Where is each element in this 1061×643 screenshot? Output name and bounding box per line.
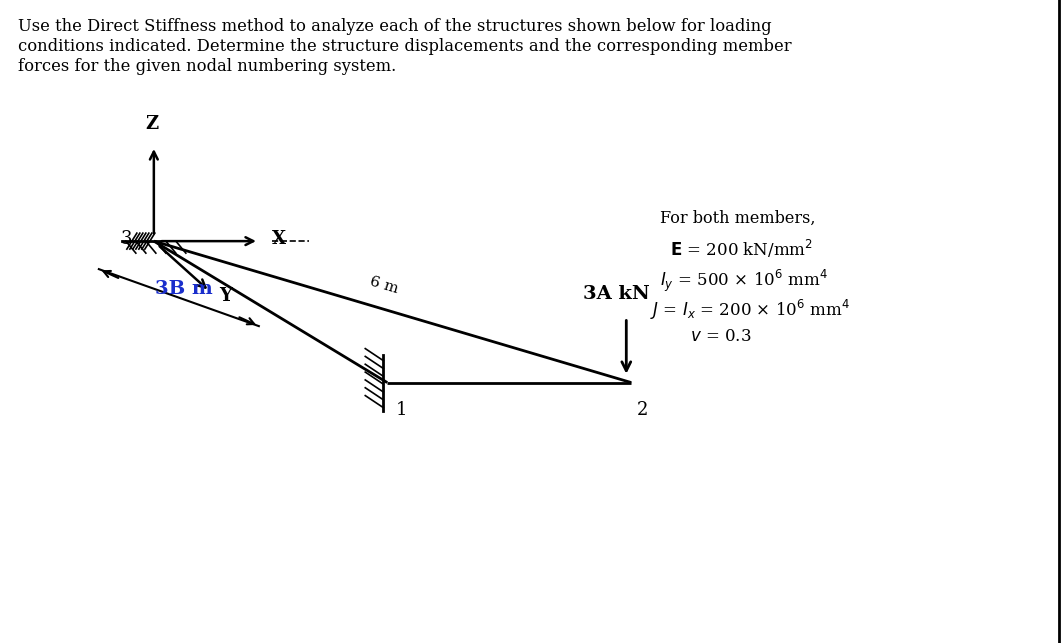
Text: forces for the given nodal numbering system.: forces for the given nodal numbering sys… bbox=[18, 58, 396, 75]
Text: Y: Y bbox=[220, 287, 232, 305]
Text: $v$ = 0.3: $v$ = 0.3 bbox=[690, 328, 751, 345]
Text: 3A kN: 3A kN bbox=[582, 285, 649, 303]
Text: $\mathbf{E}$ = 200 kN/mm$^{2}$: $\mathbf{E}$ = 200 kN/mm$^{2}$ bbox=[669, 238, 813, 260]
Text: 2: 2 bbox=[638, 401, 648, 419]
Text: conditions indicated. Determine the structure displacements and the correspondin: conditions indicated. Determine the stru… bbox=[18, 38, 792, 55]
Text: For both members,: For both members, bbox=[660, 210, 816, 227]
Text: Z: Z bbox=[145, 115, 158, 133]
Text: X: X bbox=[272, 230, 286, 248]
Text: 1: 1 bbox=[396, 401, 406, 419]
Text: 3B m: 3B m bbox=[155, 280, 212, 298]
Text: 6 m: 6 m bbox=[368, 275, 400, 296]
Text: Use the Direct Stiffness method to analyze each of the structures shown below fo: Use the Direct Stiffness method to analy… bbox=[18, 18, 771, 35]
Text: $\mathit{I}_{y}$ = 500 × 10$^{6}$ mm$^{4}$: $\mathit{I}_{y}$ = 500 × 10$^{6}$ mm$^{4… bbox=[660, 268, 828, 294]
Text: $\mathit{J}$ = $\mathit{I}_{x}$ = 200 × 10$^{6}$ mm$^{4}$: $\mathit{J}$ = $\mathit{I}_{x}$ = 200 × … bbox=[650, 298, 850, 322]
Text: 3: 3 bbox=[120, 230, 132, 248]
